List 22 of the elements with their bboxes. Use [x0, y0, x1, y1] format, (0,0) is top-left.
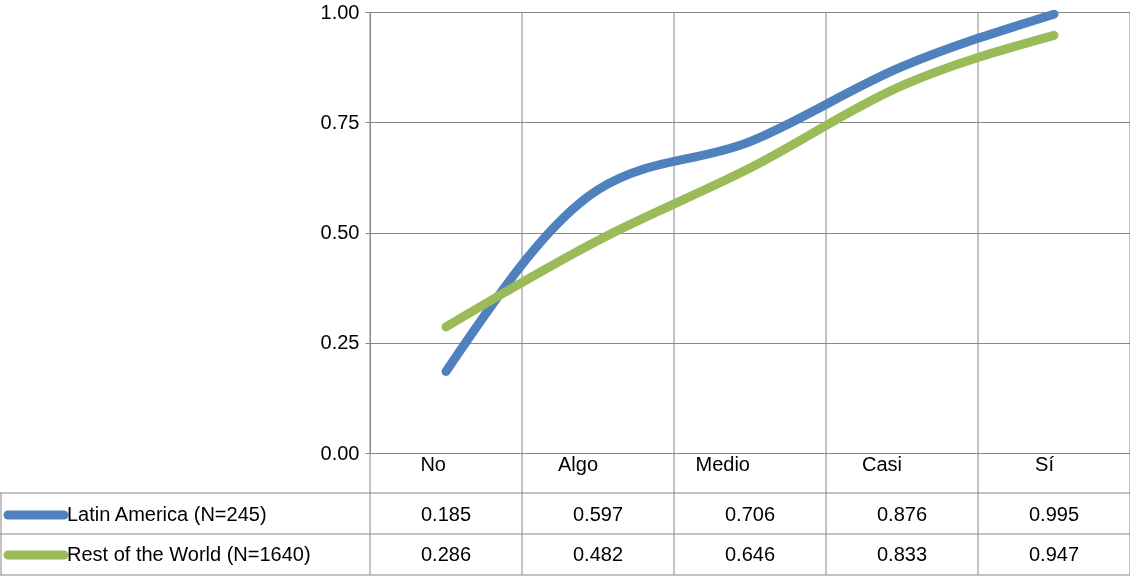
data-label: 0.482 [572, 543, 624, 565]
data-label: 0.286 [420, 543, 472, 565]
data-label: 0.833 [876, 543, 928, 565]
data-label: 0.185 [420, 503, 472, 525]
x-tick-label: Casi [861, 452, 902, 475]
y-tick-label: 0.75 [320, 110, 360, 133]
legend-label: Latin America (N=245) [67, 503, 267, 525]
x-tick-label: Sí [1035, 452, 1055, 475]
data-label: 0.706 [724, 503, 776, 525]
data-label: 0.876 [876, 503, 928, 525]
y-tick-label: 1.00 [320, 0, 360, 23]
data-label: 0.597 [572, 503, 624, 525]
x-tick-label: No [420, 452, 446, 475]
data-label: 0.646 [724, 543, 776, 565]
x-tick-label: Medio [695, 452, 750, 475]
y-tick-label: 0.50 [320, 221, 360, 243]
data-label: 0.995 [1028, 503, 1080, 525]
legend-label: Rest of the World (N=1640) [67, 543, 311, 565]
x-tick-label: Algo [557, 452, 598, 475]
data-label: 0.947 [1028, 543, 1080, 565]
y-tick-label: 0.00 [320, 441, 360, 464]
y-tick-label: 0.25 [320, 331, 360, 354]
